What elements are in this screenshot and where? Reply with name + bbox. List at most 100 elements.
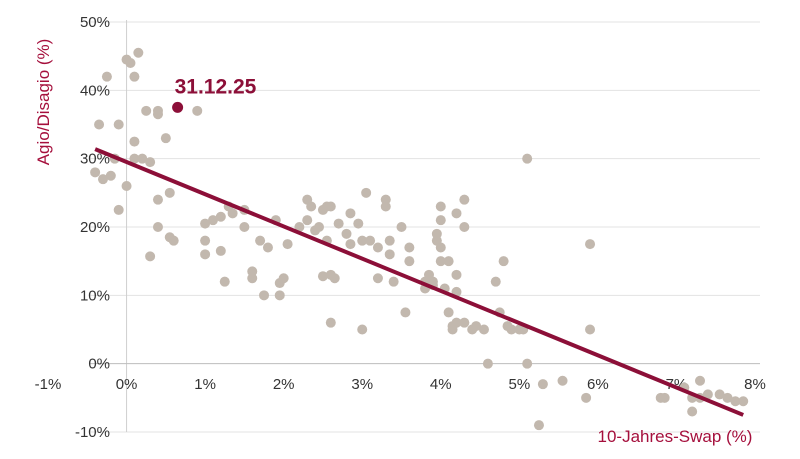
data-point-101: [451, 269, 462, 280]
data-point-4: [105, 170, 116, 181]
data-point-123: [585, 324, 596, 335]
data-point-30: [200, 249, 211, 260]
x-axis-title: 10-Jahres-Swap (%): [598, 427, 753, 446]
data-point-18: [145, 251, 156, 262]
data-point-126: [659, 392, 670, 403]
data-point-32: [215, 211, 226, 222]
data-point-76: [384, 235, 395, 246]
data-point-119: [533, 420, 544, 431]
data-point-24: [164, 187, 175, 198]
data-point-64: [341, 228, 352, 239]
data-point-67: [353, 218, 364, 229]
x-tick-label-0: -1%: [35, 376, 62, 393]
data-point-77: [384, 249, 395, 260]
data-point-117: [522, 358, 533, 369]
data-point-22: [152, 222, 163, 232]
data-point-14: [137, 153, 148, 164]
data-point-54: [314, 222, 325, 232]
data-point-2: [97, 174, 108, 185]
x-tick-label-5: 4%: [430, 376, 452, 393]
data-point-118: [522, 153, 533, 164]
data-point-65: [345, 208, 356, 219]
y-tick-label-6: 50%: [80, 14, 110, 31]
x-tick-label-2: 1%: [194, 376, 216, 393]
highlight-point: [172, 101, 184, 113]
data-point-29: [200, 235, 211, 246]
data-point-75: [380, 201, 391, 212]
data-point-11: [129, 153, 140, 164]
data-point-31: [207, 215, 218, 226]
data-point-33: [215, 245, 226, 256]
data-point-41: [255, 235, 266, 246]
data-point-45: [274, 290, 285, 301]
regression-line: [94, 147, 744, 417]
data-point-39: [247, 266, 258, 277]
x-tick-label-7: 6%: [587, 376, 609, 393]
data-point-34: [219, 276, 230, 287]
data-point-27: [192, 105, 203, 116]
data-point-96: [443, 307, 454, 318]
data-point-3: [101, 71, 112, 82]
highlight-label: 31.12.25: [175, 75, 257, 98]
data-point-129: [687, 406, 698, 417]
data-point-79: [396, 222, 407, 232]
data-point-120: [537, 379, 548, 390]
data-point-95: [443, 256, 454, 267]
y-axis-title: Agio/Disagio (%): [34, 39, 53, 166]
data-point-9: [125, 58, 136, 68]
x-tick-label-1: 0%: [116, 376, 138, 393]
data-point-81: [404, 242, 415, 253]
data-point-132: [702, 389, 713, 400]
data-point-36: [227, 208, 238, 219]
data-point-112: [498, 256, 509, 267]
data-point-134: [722, 392, 733, 403]
data-point-82: [404, 256, 415, 267]
data-point-78: [388, 276, 399, 287]
data-point-133: [714, 389, 725, 400]
data-point-47: [278, 273, 289, 284]
data-point-1: [94, 119, 105, 130]
highlight-group: 31.12.25: [172, 75, 257, 113]
data-point-103: [459, 194, 470, 205]
y-tick-label-5: 40%: [80, 82, 110, 99]
data-point-15: [141, 105, 152, 116]
y-tick-label-4: 30%: [80, 151, 110, 168]
y-tick-label-2: 10%: [80, 287, 110, 304]
data-point-71: [365, 235, 376, 246]
data-point-68: [357, 235, 368, 246]
data-point-26: [168, 235, 179, 246]
data-point-63: [333, 218, 344, 229]
data-point-92: [435, 215, 446, 226]
data-point-74: [380, 194, 391, 205]
data-point-135: [730, 396, 741, 407]
data-points: [90, 47, 749, 431]
data-point-6: [113, 204, 124, 215]
data-point-55: [317, 271, 328, 282]
data-point-121: [557, 375, 568, 386]
data-point-136: [738, 396, 749, 407]
data-point-91: [435, 201, 446, 212]
data-point-61: [325, 317, 336, 328]
data-point-131: [695, 375, 706, 386]
data-point-12: [129, 71, 140, 82]
data-point-60: [325, 201, 336, 212]
data-point-122: [581, 392, 592, 403]
data-point-90: [435, 242, 446, 253]
data-point-108: [478, 324, 489, 335]
y-tick-label-3: 20%: [80, 219, 110, 236]
x-tick-label-3: 2%: [273, 376, 295, 393]
data-point-102: [451, 208, 462, 219]
data-point-110: [490, 276, 501, 287]
axes: [90, 20, 760, 432]
data-point-28: [200, 218, 211, 229]
data-point-88: [431, 228, 442, 239]
x-tick-label-6: 5%: [508, 376, 530, 393]
data-point-40: [247, 273, 258, 284]
data-point-70: [361, 187, 372, 198]
data-point-66: [345, 239, 356, 250]
data-point-43: [262, 242, 273, 253]
data-point-104: [459, 222, 470, 232]
x-tick-label-4: 3%: [351, 376, 373, 393]
tick-labels: -10%0%10%20%30%40%50%-1% 0% 1% 2% 3% 4% 5% 6% 7%…: [35, 14, 766, 441]
